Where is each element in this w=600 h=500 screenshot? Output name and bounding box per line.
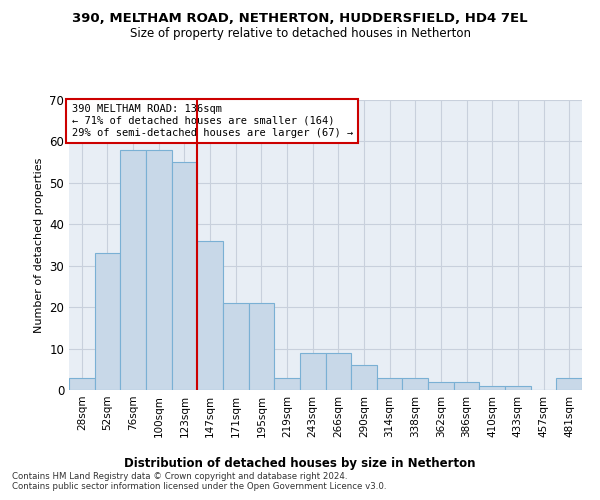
Bar	[479, 386, 505, 390]
Bar	[505, 386, 531, 390]
Bar	[351, 365, 377, 390]
Bar	[146, 150, 172, 390]
Text: 390 MELTHAM ROAD: 136sqm
← 71% of detached houses are smaller (164)
29% of semi-: 390 MELTHAM ROAD: 136sqm ← 71% of detach…	[71, 104, 353, 138]
Bar	[403, 378, 428, 390]
Text: Distribution of detached houses by size in Netherton: Distribution of detached houses by size …	[124, 458, 476, 470]
Bar	[121, 150, 146, 390]
Text: Contains HM Land Registry data © Crown copyright and database right 2024.: Contains HM Land Registry data © Crown c…	[12, 472, 347, 481]
Bar	[223, 303, 248, 390]
Bar	[377, 378, 403, 390]
Text: Size of property relative to detached houses in Netherton: Size of property relative to detached ho…	[130, 28, 470, 40]
Bar	[197, 241, 223, 390]
Bar	[556, 378, 582, 390]
Bar	[248, 303, 274, 390]
Bar	[454, 382, 479, 390]
Bar	[172, 162, 197, 390]
Text: Contains public sector information licensed under the Open Government Licence v3: Contains public sector information licen…	[12, 482, 386, 491]
Bar	[325, 352, 351, 390]
Bar	[274, 378, 300, 390]
Bar	[95, 254, 121, 390]
Bar	[428, 382, 454, 390]
Bar	[69, 378, 95, 390]
Text: 390, MELTHAM ROAD, NETHERTON, HUDDERSFIELD, HD4 7EL: 390, MELTHAM ROAD, NETHERTON, HUDDERSFIE…	[72, 12, 528, 26]
Bar	[300, 352, 325, 390]
Y-axis label: Number of detached properties: Number of detached properties	[34, 158, 44, 332]
